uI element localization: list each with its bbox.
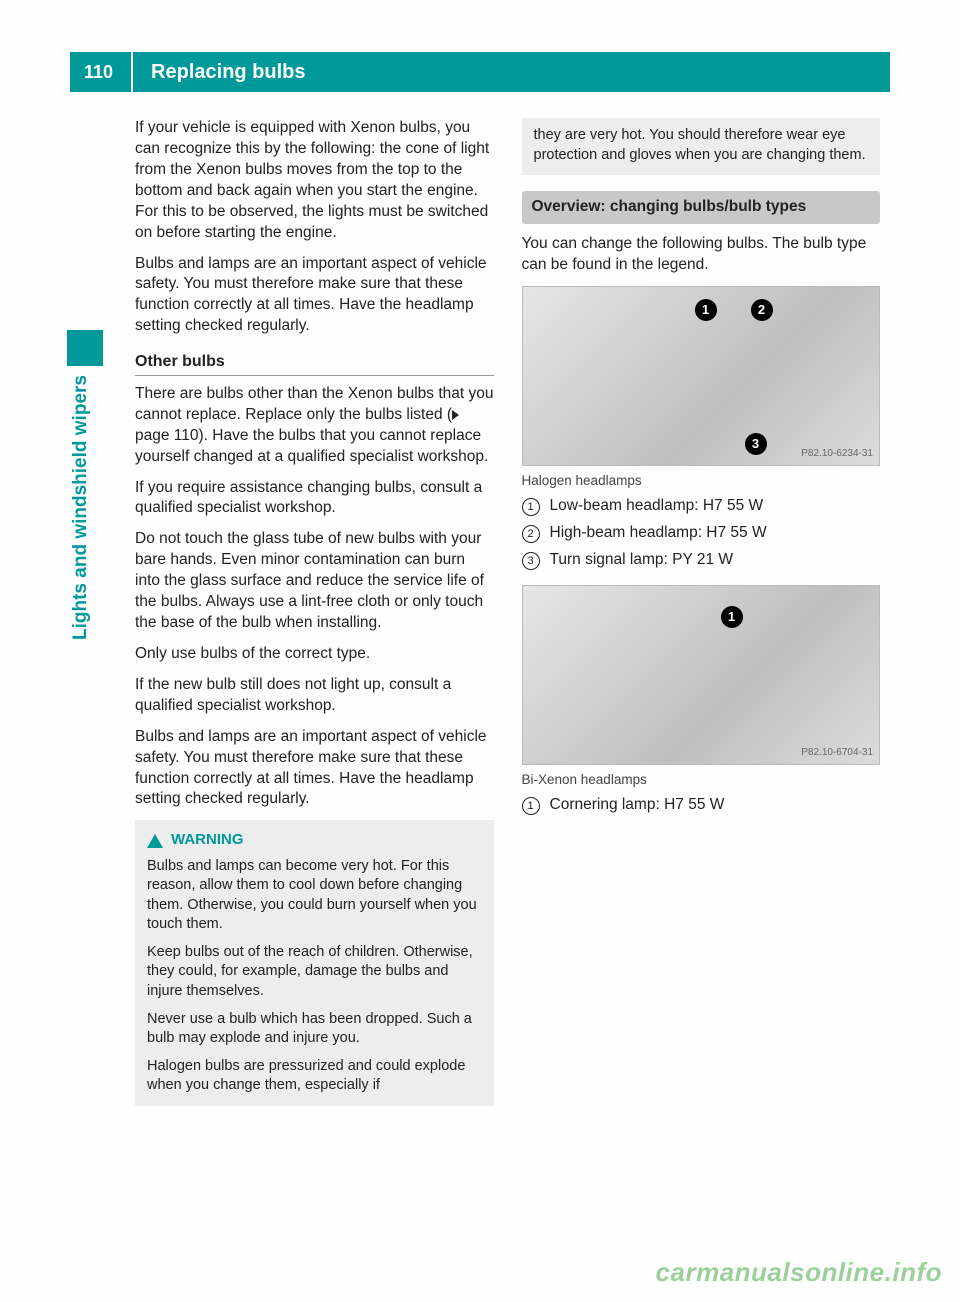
warning-text: Halogen bulbs are pressurized and could … xyxy=(147,1057,482,1096)
figure-id: P82.10-6704-31 xyxy=(801,746,873,760)
side-tab-marker xyxy=(67,330,103,366)
legend-badge: 2 xyxy=(522,525,540,543)
warning-box: WARNING Bulbs and lamps can become very … xyxy=(135,820,494,1105)
legend-text: Cornering lamp: H7 55 W xyxy=(550,795,725,816)
body-text: Only use bulbs of the correct type. xyxy=(135,644,494,665)
warning-icon xyxy=(147,834,163,848)
figure-halogen-headlamps: 1 2 3 P82.10-6234-31 xyxy=(522,286,881,466)
body-text: If your vehicle is equipped with Xenon b… xyxy=(135,118,494,244)
warning-text: Never use a bulb which has been dropped.… xyxy=(147,1010,482,1049)
warning-text: Bulbs and lamps can become very hot. For… xyxy=(147,857,482,935)
warning-label: WARNING xyxy=(171,830,244,850)
figure-caption: Bi-Xenon headlamps xyxy=(522,771,881,789)
page-header: 110 Replacing bulbs xyxy=(70,52,890,92)
content-columns: If your vehicle is equipped with Xenon b… xyxy=(135,118,880,1242)
figure-id: P82.10-6234-31 xyxy=(801,447,873,461)
body-text: You can change the following bulbs. The … xyxy=(522,234,881,276)
body-text: If the new bulb still does not light up,… xyxy=(135,675,494,717)
side-section-label: Lights and windshield wipers xyxy=(70,375,92,640)
legend-badge: 1 xyxy=(522,797,540,815)
warning-text: Keep bulbs out of the reach of children.… xyxy=(147,943,482,1002)
page-ref-icon xyxy=(452,410,459,420)
legend-text: High-beam headlamp: H7 55 W xyxy=(550,523,767,544)
callout-2: 2 xyxy=(751,299,773,321)
body-text: Bulbs and lamps are an important aspect … xyxy=(135,727,494,811)
figure-caption: Halogen headlamps xyxy=(522,472,881,490)
body-text: There are bulbs other than the Xenon bul… xyxy=(135,384,494,468)
header-title: Replacing bulbs xyxy=(133,61,305,84)
legend-text: Low-beam headlamp: H7 55 W xyxy=(550,496,764,517)
callout-3: 3 xyxy=(745,433,767,455)
legend-badge: 3 xyxy=(522,552,540,570)
body-text: Do not touch the glass tube of new bulbs… xyxy=(135,529,494,634)
warning-box-continuation: they are very hot. You should therefore … xyxy=(522,118,881,175)
legend-item: 1 Low-beam headlamp: H7 55 W xyxy=(522,496,881,517)
body-text: Bulbs and lamps are an important aspect … xyxy=(135,254,494,338)
legend-item: 1 Cornering lamp: H7 55 W xyxy=(522,795,881,816)
legend-item: 2 High-beam headlamp: H7 55 W xyxy=(522,523,881,544)
body-text: If you require assistance changing bulbs… xyxy=(135,478,494,520)
figure-bixenon-headlamps: 1 P82.10-6704-31 xyxy=(522,585,881,765)
watermark: carmanualsonline.info xyxy=(656,1257,942,1288)
section-bar-overview: Overview: changing bulbs/bulb types xyxy=(522,191,881,224)
legend-item: 3 Turn signal lamp: PY 21 W xyxy=(522,550,881,571)
legend-badge: 1 xyxy=(522,498,540,516)
subheading-other-bulbs: Other bulbs xyxy=(135,351,494,376)
warning-heading: WARNING xyxy=(147,830,482,850)
left-column: If your vehicle is equipped with Xenon b… xyxy=(135,118,494,1242)
manual-page: 110 Replacing bulbs Lights and windshiel… xyxy=(0,0,960,1302)
callout-1: 1 xyxy=(695,299,717,321)
callout-1: 1 xyxy=(721,606,743,628)
right-column: they are very hot. You should therefore … xyxy=(522,118,881,1242)
page-number: 110 xyxy=(70,52,133,92)
legend-text: Turn signal lamp: PY 21 W xyxy=(550,550,734,571)
